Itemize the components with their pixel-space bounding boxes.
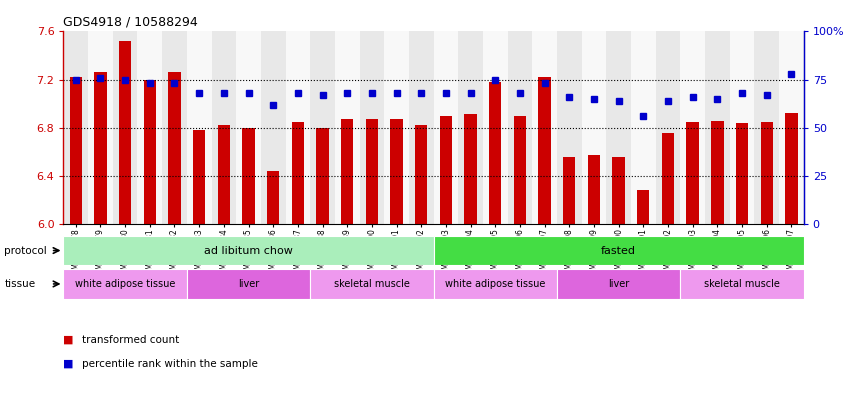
Bar [433,31,459,224]
Bar [680,31,705,224]
Text: percentile rank within the sample: percentile rank within the sample [82,358,258,369]
Text: white adipose tissue: white adipose tissue [445,279,546,289]
Bar [514,116,526,224]
Bar [88,31,113,224]
Text: liver: liver [608,279,629,289]
Text: skeletal muscle: skeletal muscle [334,279,409,289]
Bar [316,128,329,224]
Text: skeletal muscle: skeletal muscle [704,279,780,289]
Bar [440,116,452,224]
Bar [613,157,625,224]
Bar [292,122,304,224]
Bar [267,171,279,224]
Text: protocol: protocol [4,246,47,256]
Bar [686,122,699,224]
Bar [236,31,261,224]
Bar [433,236,804,265]
Bar [384,31,409,224]
Bar [779,31,804,224]
Bar [187,31,212,224]
Bar [144,79,156,224]
Text: transformed count: transformed count [82,335,179,345]
Text: liver: liver [238,279,259,289]
Bar [365,119,378,224]
Bar [532,31,557,224]
Bar [310,269,433,299]
Bar [261,31,285,224]
Bar [607,31,631,224]
Bar [637,190,650,224]
Bar [242,128,255,224]
Text: ad libitum chow: ad libitum chow [204,246,293,255]
Bar [193,130,206,224]
Bar [69,77,82,224]
Bar [711,121,723,224]
Bar [705,31,729,224]
Bar [415,125,427,224]
Bar [755,31,779,224]
Bar [217,125,230,224]
Bar [489,82,502,224]
Bar [761,122,773,224]
Bar [785,113,798,224]
Bar [119,41,131,224]
Bar [285,31,310,224]
Bar [557,31,581,224]
Bar [113,31,137,224]
Bar [63,31,88,224]
Bar [581,31,607,224]
Bar [588,155,600,224]
Bar [137,31,162,224]
Bar [390,119,403,224]
Text: fasted: fasted [602,246,636,255]
Bar [335,31,360,224]
Text: ■: ■ [63,335,74,345]
Bar [680,269,804,299]
Bar [162,31,187,224]
Bar [459,31,483,224]
Bar [409,31,433,224]
Bar [557,269,680,299]
Bar [464,114,477,224]
Text: tissue: tissue [4,279,36,289]
Bar [729,31,755,224]
Bar [483,31,508,224]
Bar [63,269,187,299]
Bar [94,72,107,224]
Bar [168,72,181,224]
Bar [736,123,748,224]
Bar [187,269,310,299]
Bar [508,31,532,224]
Bar [63,236,433,265]
Bar [656,31,680,224]
Bar [538,77,551,224]
Bar [212,31,236,224]
Bar [433,269,557,299]
Bar [310,31,335,224]
Bar [631,31,656,224]
Bar [341,119,354,224]
Bar [360,31,384,224]
Text: GDS4918 / 10588294: GDS4918 / 10588294 [63,16,198,29]
Text: ■: ■ [63,358,74,369]
Bar [662,132,674,224]
Text: white adipose tissue: white adipose tissue [75,279,175,289]
Bar [563,157,575,224]
